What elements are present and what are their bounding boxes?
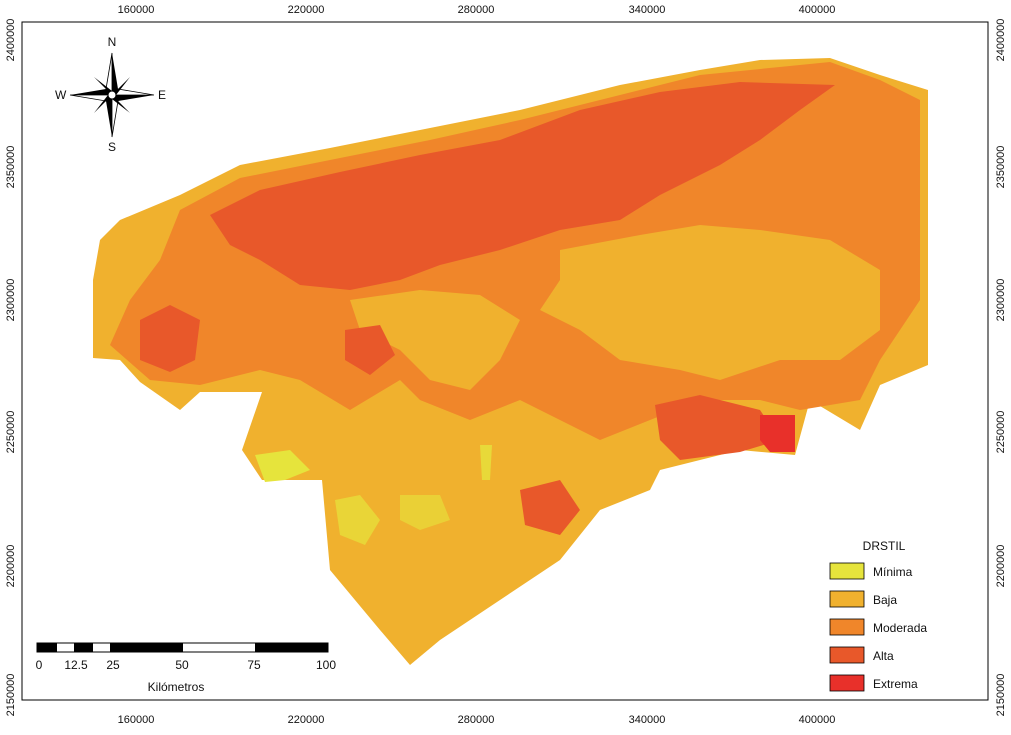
compass: N S E W bbox=[55, 35, 166, 154]
legend: DRSTIL Mínima Baja Moderada Alta Extrema bbox=[829, 539, 927, 692]
y-coordinate-label: 2400000 bbox=[5, 19, 17, 62]
scale-label: 75 bbox=[247, 658, 261, 672]
y-coordinate-label: 2350000 bbox=[995, 146, 1007, 189]
x-coordinate-label: 400000 bbox=[799, 4, 836, 16]
region-minima bbox=[335, 495, 380, 545]
x-coordinate-label: 340000 bbox=[629, 714, 666, 726]
scale-label: 12.5 bbox=[64, 658, 88, 672]
region-baja-inner bbox=[350, 290, 520, 390]
region-minima bbox=[255, 450, 310, 482]
region-alta bbox=[655, 395, 780, 460]
region-alta bbox=[345, 325, 395, 375]
x-coordinate-label: 340000 bbox=[629, 4, 666, 16]
legend-label: Alta bbox=[873, 649, 894, 663]
x-coordinate-label: 160000 bbox=[118, 4, 155, 16]
legend-swatch bbox=[829, 562, 865, 580]
region-alta bbox=[520, 480, 580, 535]
region-minima bbox=[480, 445, 492, 480]
legend-label: Mínima bbox=[873, 565, 913, 579]
compass-south: S bbox=[108, 140, 116, 154]
y-coordinate-label: 2300000 bbox=[5, 279, 17, 322]
y-coordinate-label: 2300000 bbox=[995, 279, 1007, 322]
y-coordinate-label: 2250000 bbox=[5, 411, 17, 454]
coordinate-labels: 160000 160000 220000 220000 280000 280000 3400… bbox=[5, 4, 1007, 726]
legend-swatch bbox=[829, 674, 865, 692]
scale-label: 50 bbox=[175, 658, 189, 672]
legend-swatch bbox=[829, 646, 865, 664]
scale-label: 0 bbox=[36, 658, 43, 672]
y-coordinate-label: 2150000 bbox=[995, 674, 1007, 717]
x-coordinate-label: 400000 bbox=[799, 714, 836, 726]
y-coordinate-label: 2350000 bbox=[5, 146, 17, 189]
scale-bar: 0 12.5 25 50 75 100 Kilómetros bbox=[36, 642, 336, 694]
legend-swatch bbox=[829, 590, 865, 608]
legend-label: Moderada bbox=[873, 621, 927, 635]
x-coordinate-label: 220000 bbox=[288, 4, 325, 16]
legend-swatch bbox=[829, 618, 865, 636]
y-coordinate-label: 2150000 bbox=[5, 674, 17, 717]
scale-unit: Kilómetros bbox=[148, 680, 205, 694]
legend-label: Extrema bbox=[873, 677, 918, 691]
region-baja-inner bbox=[540, 225, 880, 380]
legend-label: Baja bbox=[873, 593, 897, 607]
y-coordinate-label: 2200000 bbox=[995, 545, 1007, 588]
compass-north: N bbox=[108, 35, 117, 49]
compass-west: W bbox=[55, 88, 67, 102]
y-coordinate-label: 2200000 bbox=[5, 545, 17, 588]
region-alta bbox=[210, 82, 835, 290]
regions bbox=[93, 58, 928, 665]
y-coordinate-label: 2400000 bbox=[995, 19, 1007, 62]
region-alta bbox=[140, 305, 200, 372]
x-coordinate-label: 280000 bbox=[458, 4, 495, 16]
region-minima bbox=[400, 495, 450, 530]
x-coordinate-label: 160000 bbox=[118, 714, 155, 726]
compass-east: E bbox=[158, 88, 166, 102]
x-coordinate-label: 220000 bbox=[288, 714, 325, 726]
scale-label: 25 bbox=[106, 658, 120, 672]
y-coordinate-label: 2250000 bbox=[995, 411, 1007, 454]
legend-title: DRSTIL bbox=[863, 539, 906, 553]
region-extrema bbox=[760, 415, 795, 452]
scale-label: 100 bbox=[316, 658, 336, 672]
x-coordinate-label: 280000 bbox=[458, 714, 495, 726]
